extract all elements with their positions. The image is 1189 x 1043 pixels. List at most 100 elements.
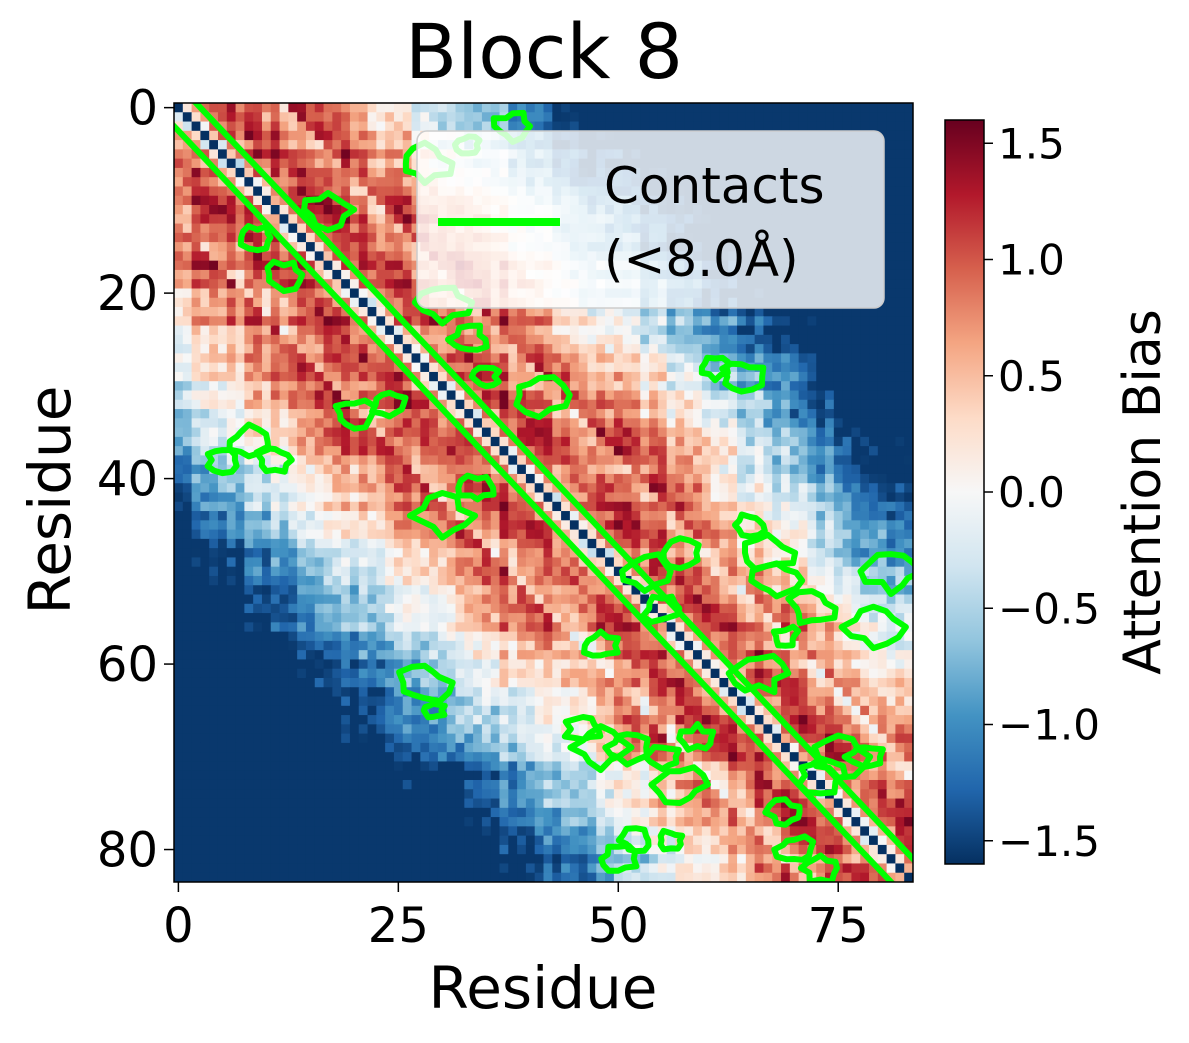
heatmap-cell: [684, 436, 694, 447]
heatmap-cell: [323, 418, 333, 429]
heatmap-cell: [455, 353, 465, 364]
heatmap-cell: [279, 594, 289, 605]
heatmap-cell: [587, 557, 597, 568]
heatmap-cell: [464, 603, 474, 614]
heatmap-cell: [305, 112, 316, 123]
heatmap-cell: [798, 371, 808, 382]
heatmap-cell: [253, 167, 263, 178]
heatmap-cell: [499, 455, 509, 466]
heatmap-cell: [833, 362, 844, 373]
heatmap-cell: [209, 501, 219, 512]
heatmap-cell: [763, 371, 773, 382]
heatmap-cell: [693, 436, 703, 447]
heatmap-cell: [569, 353, 580, 364]
heatmap-cell: [217, 232, 228, 243]
heatmap-cell: [745, 399, 756, 410]
heatmap-cell: [174, 399, 184, 410]
heatmap-cell: [174, 613, 184, 623]
heatmap-cell: [728, 575, 738, 586]
heatmap-cell: [552, 492, 562, 503]
heatmap-cell: [235, 205, 245, 215]
heatmap-cell: [886, 557, 896, 568]
heatmap-cell: [358, 575, 369, 586]
heatmap-cell: [481, 409, 492, 419]
heatmap-cell: [825, 575, 835, 586]
heatmap-cell: [437, 409, 448, 419]
heatmap-cell: [851, 501, 861, 512]
heatmap-cell: [437, 334, 448, 345]
heatmap-cell: [543, 538, 553, 549]
heatmap-cell: [261, 455, 272, 466]
heatmap-cell: [464, 529, 474, 540]
heatmap-cell: [358, 103, 369, 113]
heatmap-cell: [297, 483, 307, 493]
heatmap-cell: [807, 575, 817, 586]
heatmap-cell: [737, 520, 747, 531]
heatmap-cell: [332, 242, 342, 252]
heatmap-cell: [191, 260, 201, 271]
heatmap-cell: [367, 418, 377, 429]
heatmap-cell: [728, 316, 738, 327]
heatmap-cell: [895, 613, 905, 623]
heatmap-cell: [719, 640, 729, 651]
heatmap-cell: [385, 307, 395, 317]
heatmap-cell: [886, 149, 896, 160]
heatmap-cell: [543, 483, 553, 493]
heatmap-cell: [877, 529, 888, 540]
heatmap-cell: [781, 325, 791, 336]
heatmap-cell: [279, 390, 289, 401]
heatmap-cell: [429, 464, 439, 475]
heatmap-cell: [807, 353, 817, 364]
heatmap-cell: [543, 418, 553, 429]
heatmap-cell: [561, 501, 571, 512]
heatmap-cell: [253, 130, 263, 141]
heatmap-cell: [367, 251, 377, 262]
heatmap-cell: [701, 121, 712, 132]
heatmap-cell: [737, 325, 747, 336]
heatmap-cell: [737, 334, 747, 345]
heatmap-cell: [429, 362, 439, 373]
heatmap-cell: [763, 640, 773, 651]
heatmap-cell: [490, 640, 501, 651]
heatmap-cell: [719, 307, 729, 317]
heatmap-cell: [587, 483, 597, 493]
heatmap-cell: [332, 566, 342, 577]
heatmap-cell: [226, 483, 237, 493]
heatmap-cell: [446, 418, 457, 429]
heatmap-cell: [235, 585, 245, 596]
heatmap-cell: [701, 112, 712, 123]
heatmap-cell: [323, 195, 333, 206]
heatmap-cell: [305, 297, 316, 308]
heatmap-cell: [376, 344, 386, 354]
heatmap-cell: [684, 371, 694, 382]
heatmap-cell: [429, 631, 439, 642]
heatmap-cell: [737, 603, 747, 614]
heatmap-cell: [781, 112, 791, 123]
heatmap-cell: [209, 548, 219, 558]
heatmap-cell: [314, 557, 325, 568]
heatmap-cell: [816, 483, 826, 493]
heatmap-cell: [367, 195, 377, 206]
heatmap-cell: [200, 325, 210, 336]
heatmap-cell: [499, 325, 509, 336]
heatmap-cell: [737, 436, 747, 447]
heatmap-cell: [825, 436, 835, 447]
heatmap-cell: [631, 520, 641, 531]
heatmap-cell: [209, 353, 219, 364]
heatmap-cell: [200, 269, 210, 280]
heatmap-cell: [174, 297, 184, 308]
heatmap-cell: [349, 260, 360, 271]
heatmap-cell: [745, 492, 756, 503]
heatmap-cell: [332, 575, 342, 586]
heatmap-cell: [385, 251, 395, 262]
heatmap-cell: [402, 112, 413, 123]
heatmap-cell: [534, 427, 544, 438]
heatmap-cell: [534, 492, 544, 503]
heatmap-cell: [613, 511, 624, 521]
heatmap-cell: [182, 603, 193, 614]
heatmap-cell: [411, 473, 421, 484]
heatmap-cell: [613, 640, 624, 651]
heatmap-cell: [385, 223, 395, 234]
heatmap-cell: [631, 325, 641, 336]
heatmap-cell: [552, 548, 562, 558]
